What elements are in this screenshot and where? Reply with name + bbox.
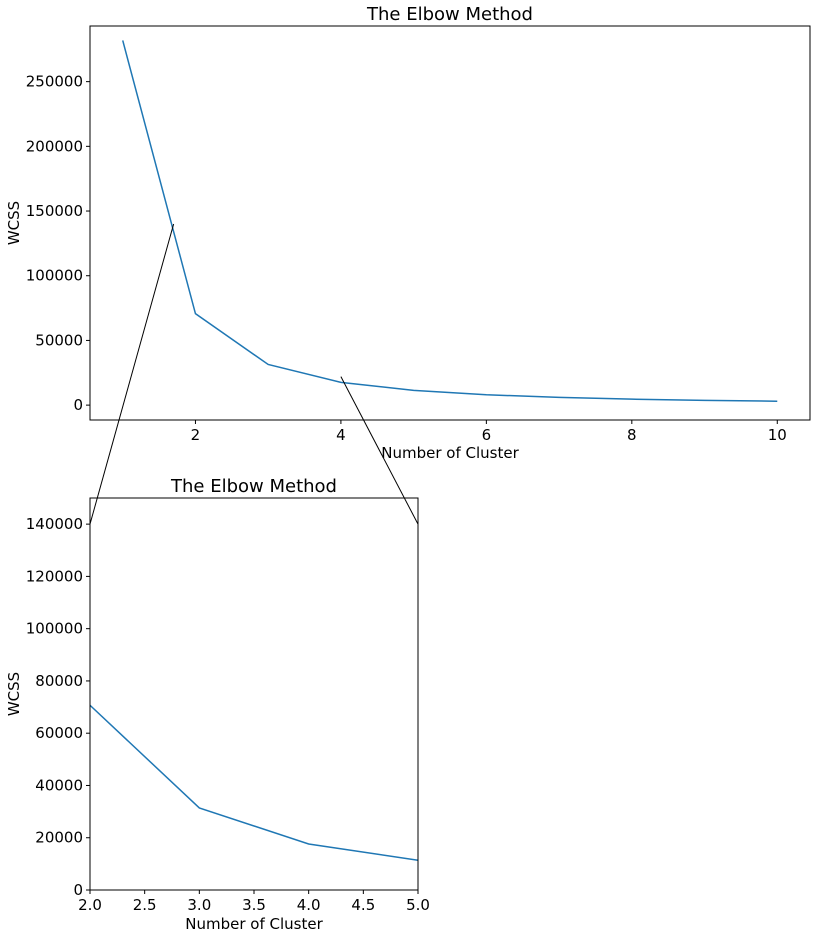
y-tick-label: 80000	[35, 672, 83, 690]
plot-frame	[89, 25, 811, 421]
series-line	[122, 40, 778, 402]
y-tick-label: 60000	[35, 724, 83, 742]
x-axis-label: Number of Cluster	[381, 444, 519, 462]
x-tick-label: 4	[336, 426, 346, 444]
x-tick-label: 10	[768, 426, 787, 444]
zoom-connector-left	[89, 223, 175, 525]
y-tick-label: 100000	[26, 620, 83, 638]
zoom-connector-right	[340, 376, 419, 525]
x-tick-label: 6	[482, 426, 492, 444]
x-tick-label: 8	[627, 426, 637, 444]
y-tick-label: 140000	[26, 515, 83, 533]
chart-title: The Elbow Method	[366, 4, 533, 25]
x-axis-label: Number of Cluster	[185, 915, 323, 933]
zoom-inset-chart: The Elbow Method 2.0 2.5 3.0 3.5 4.0 4.5 5.0 0 20…	[5, 476, 430, 933]
series-line	[90, 704, 418, 861]
x-tick-label: 4.5	[351, 896, 375, 914]
zoom-connector-lines	[89, 223, 419, 525]
y-tick-label: 120000	[26, 567, 83, 585]
main-chart: The Elbow Method 2 4 6 8 10 0 50000 100000 150000…	[5, 4, 811, 462]
x-tick-label: 2.5	[133, 896, 157, 914]
y-tick-label: 150000	[26, 202, 83, 220]
y-axis-label: WCSS	[5, 201, 23, 245]
chart-title: The Elbow Method	[170, 476, 337, 497]
y-tick-label: 0	[73, 396, 83, 414]
y-tick-label: 50000	[35, 331, 83, 349]
x-tick-label: 2	[191, 426, 201, 444]
x-tick-label: 5.0	[406, 896, 430, 914]
y-tick-label: 20000	[35, 829, 83, 847]
y-tick-label: 250000	[26, 73, 83, 91]
y-axis-label: WCSS	[5, 672, 23, 716]
y-tick-label: 200000	[26, 137, 83, 155]
x-tick-label: 3.0	[187, 896, 211, 914]
y-tick-label: 100000	[26, 267, 83, 285]
x-tick-label: 3.5	[242, 896, 266, 914]
y-tick-label: 0	[73, 881, 83, 899]
x-tick-label: 4.0	[297, 896, 321, 914]
x-tick-label: 2.0	[78, 896, 102, 914]
y-tick-label: 40000	[35, 776, 83, 794]
